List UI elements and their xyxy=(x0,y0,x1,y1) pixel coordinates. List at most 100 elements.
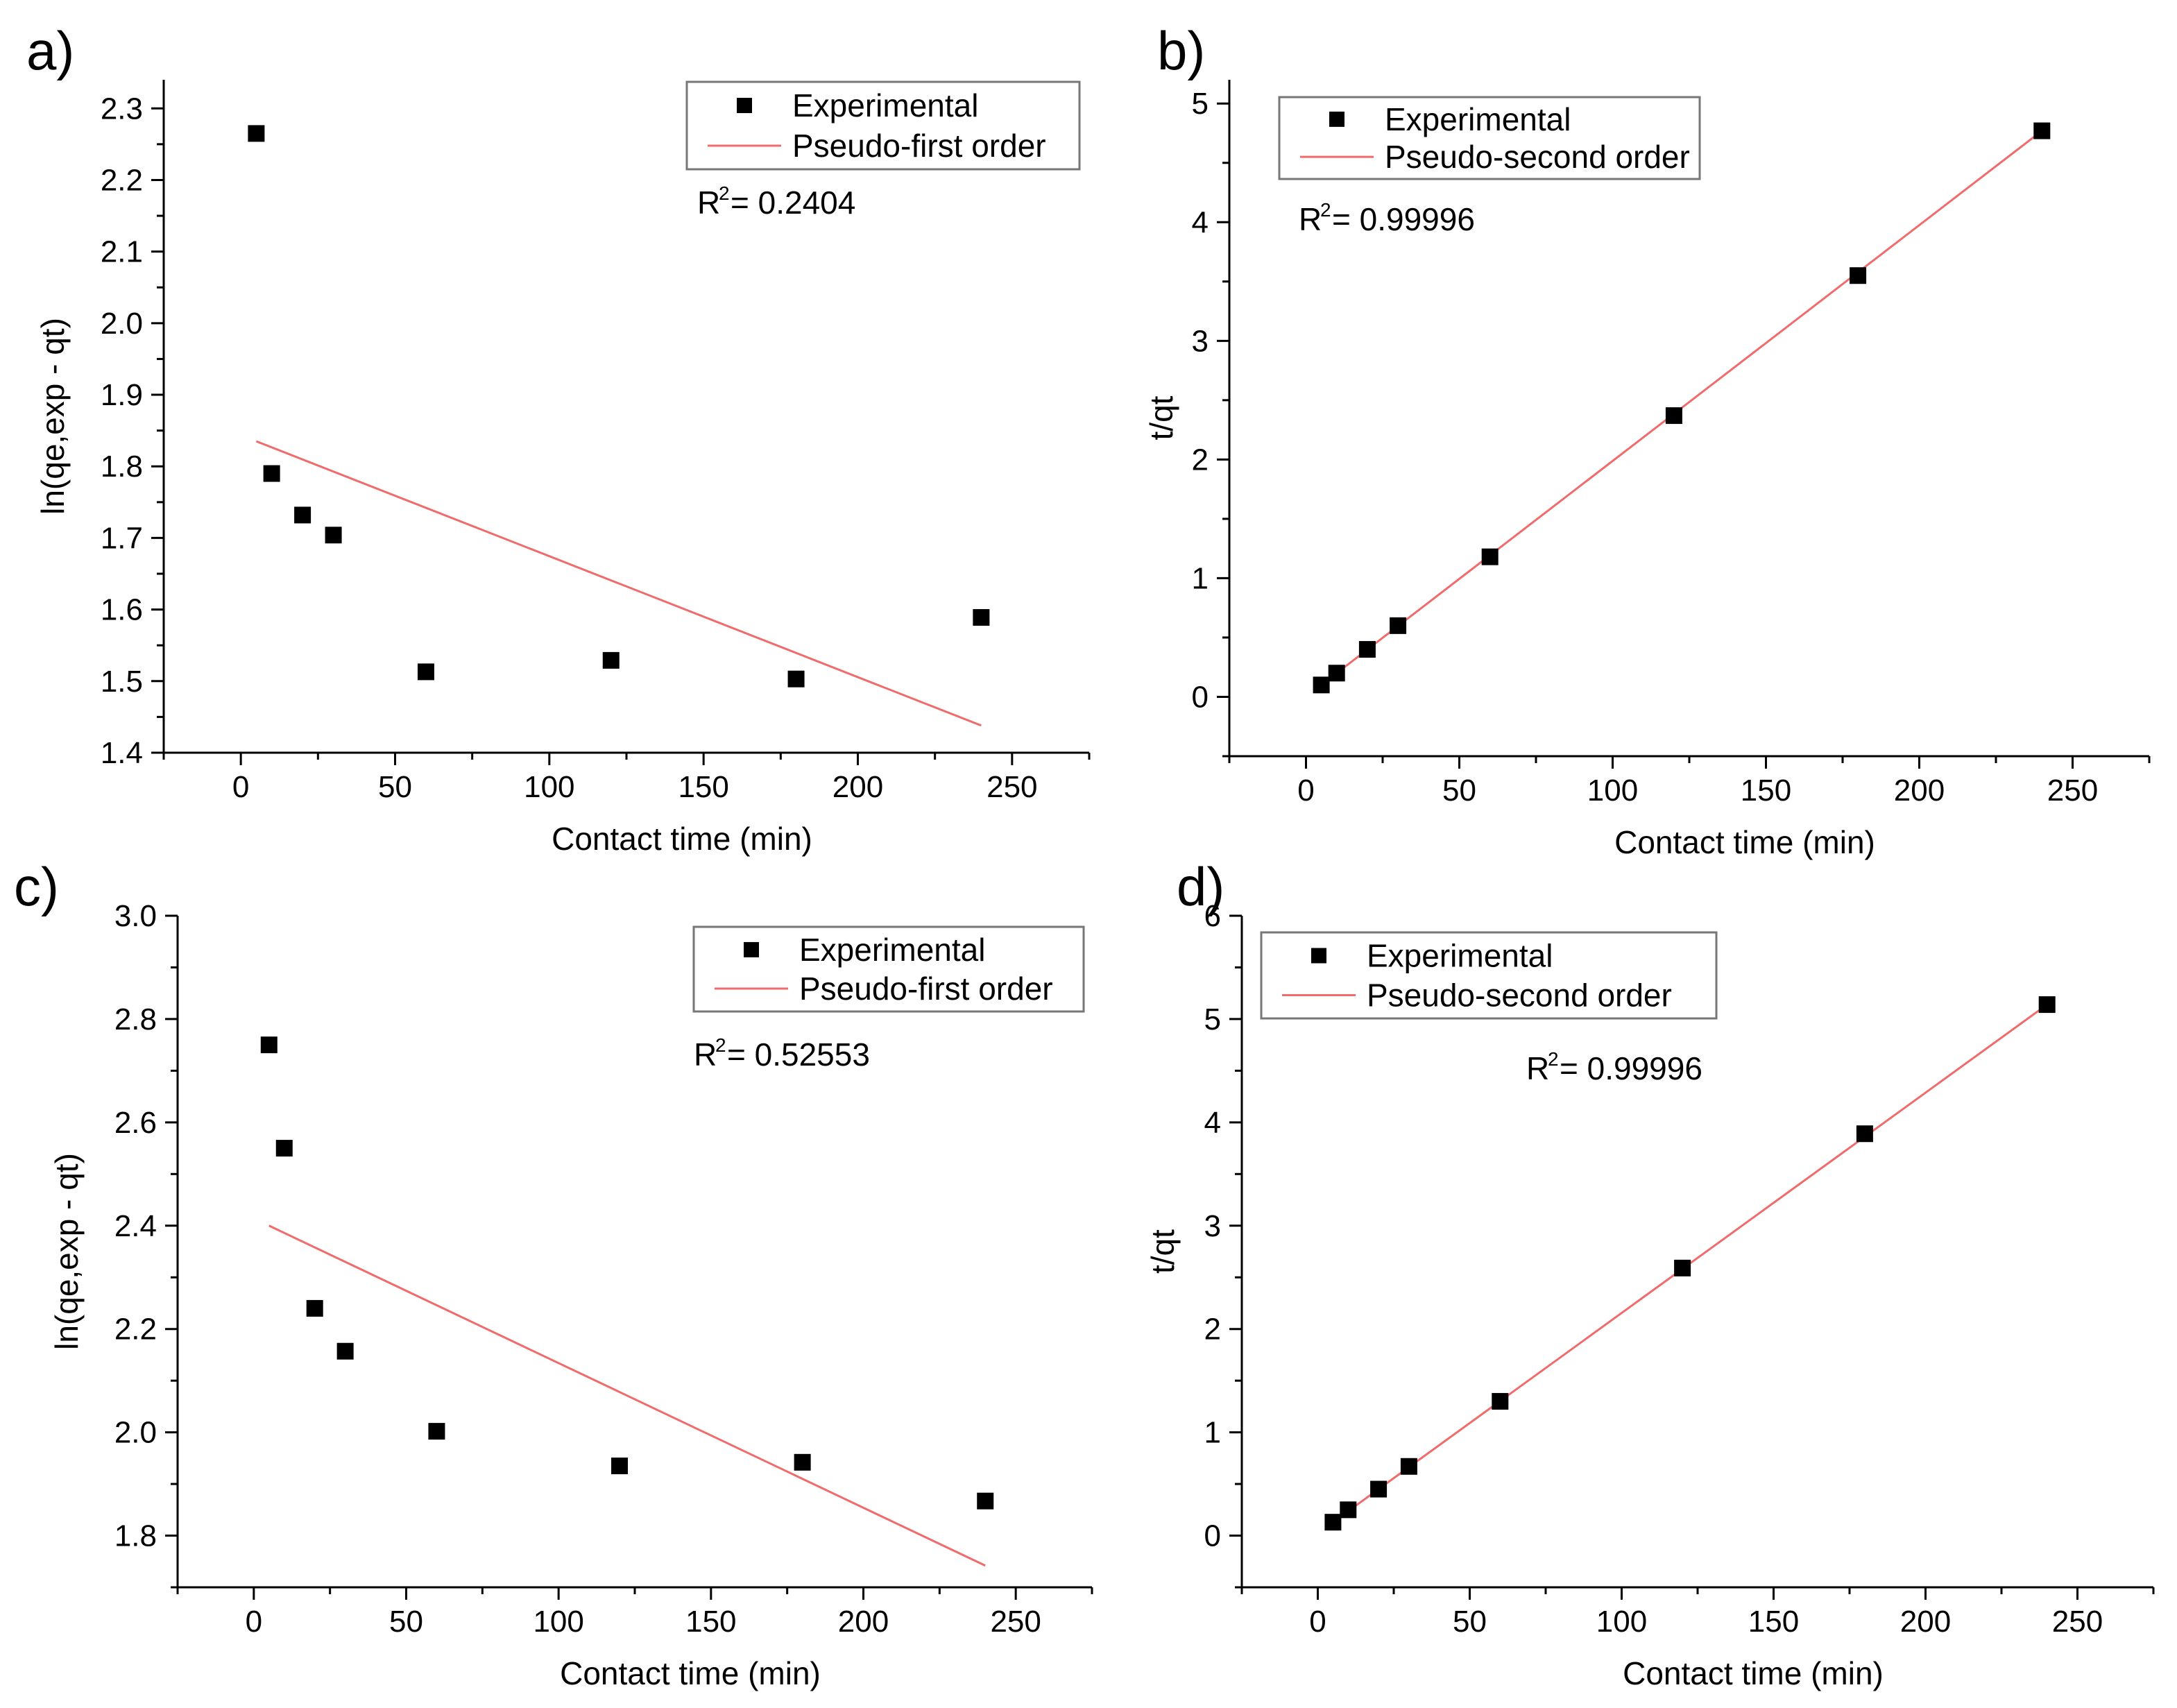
y-tick-label-a: 1.4 xyxy=(101,736,143,770)
data-point-b xyxy=(1665,407,1682,425)
panel-label-a: a) xyxy=(26,20,74,81)
y-tick-label-b: 2 xyxy=(1192,443,1209,477)
legend-label-fit-a: Pseudo-first order xyxy=(792,128,1046,164)
legend-label-experimental-d: Experimental xyxy=(1367,937,1553,973)
y-tick-label-a: 2.1 xyxy=(101,235,143,269)
data-point-d xyxy=(1324,1514,1342,1531)
y-tick-label-d: 5 xyxy=(1204,1002,1221,1036)
panel-label-d: d) xyxy=(1177,856,1224,917)
y-tick-label-a: 1.8 xyxy=(101,450,143,484)
legend-marker-c xyxy=(744,941,759,957)
x-tick-label-d: 0 xyxy=(1309,1605,1326,1639)
data-point-b xyxy=(1313,676,1330,694)
legend-c xyxy=(692,925,1085,1013)
data-point-a xyxy=(294,506,311,524)
data-point-a xyxy=(263,465,280,482)
y-axis-label-d: t/qt xyxy=(1145,1229,1181,1274)
y-tick-label-b: 3 xyxy=(1192,324,1209,358)
data-point-a xyxy=(602,651,620,669)
legend-label-experimental-c: Experimental xyxy=(799,932,985,968)
x-tick-label-a: 200 xyxy=(833,770,883,804)
r-squared-annotation-c: R2 = 0.52553 xyxy=(694,1034,870,1073)
y-tick-label-d: 2 xyxy=(1204,1313,1221,1347)
r-squared-annotation-b: R2 = 0.99996 xyxy=(1299,199,1475,237)
y-tick-label-c: 3.0 xyxy=(114,899,157,933)
data-point-a xyxy=(248,125,265,142)
x-tick-label-b: 200 xyxy=(1894,774,1945,808)
y-tick-label-a: 2.0 xyxy=(101,307,143,341)
x-tick-label-c: 100 xyxy=(533,1605,583,1639)
y-tick-label-b: 1 xyxy=(1192,561,1209,595)
y-tick-label-c: 2.2 xyxy=(114,1313,157,1347)
x-tick-label-a: 0 xyxy=(232,770,249,804)
r-squared-superscript-b: 2 xyxy=(1320,199,1331,221)
r-squared-symbol-a: R xyxy=(697,185,720,221)
y-tick-label-a: 2.3 xyxy=(101,92,143,126)
x-tick-label-d: 250 xyxy=(2052,1605,2103,1639)
data-point-b xyxy=(1481,548,1499,565)
panel-label-c: c) xyxy=(14,856,59,917)
legend-label-fit-c: Pseudo-first order xyxy=(799,971,1053,1007)
legend-marker-b xyxy=(1329,111,1344,127)
r-squared-value-b: = 0.99996 xyxy=(1332,201,1475,237)
data-point-b xyxy=(1358,641,1376,658)
y-tick-label-c: 2.0 xyxy=(114,1416,157,1450)
x-tick-label-b: 150 xyxy=(1741,774,1791,808)
data-point-c xyxy=(275,1140,293,1157)
y-axis-label-a: ln(qe,exp - qt) xyxy=(35,318,71,515)
x-tick-label-d: 100 xyxy=(1596,1605,1647,1639)
y-tick-label-a: 1.7 xyxy=(101,521,143,555)
x-tick-label-a: 150 xyxy=(678,770,728,804)
chart-panel-a: a) 0 50 100 150 200 250 1.4 1.5 1.6 1.7 1.8 1.9 2.0 2.… xyxy=(26,20,1091,857)
data-point-d xyxy=(1340,1501,1357,1519)
data-point-d xyxy=(1370,1480,1388,1498)
r-squared-symbol-d: R xyxy=(1526,1050,1549,1086)
legend-a xyxy=(685,80,1081,171)
x-tick-label-a: 100 xyxy=(524,770,574,804)
y-tick-label-a: 2.2 xyxy=(101,163,143,197)
x-tick-label-c: 200 xyxy=(838,1605,889,1639)
data-point-c xyxy=(611,1458,629,1475)
r-squared-symbol-c: R xyxy=(694,1036,717,1073)
x-axis-label-c: Contact time (min) xyxy=(560,1655,821,1691)
data-point-c xyxy=(306,1299,323,1317)
y-tick-label-d: 3 xyxy=(1204,1209,1221,1243)
x-tick-label-b: 100 xyxy=(1587,774,1638,808)
fit-line-a xyxy=(255,440,982,727)
legend-label-fit-d: Pseudo-second order xyxy=(1367,977,1672,1014)
x-axis-label-a: Contact time (min) xyxy=(552,821,812,857)
y-tick-label-b: 0 xyxy=(1192,680,1209,714)
x-tick-label-d: 150 xyxy=(1748,1605,1799,1639)
data-point-c xyxy=(428,1423,445,1440)
panel-label-b: b) xyxy=(1157,20,1205,81)
data-point-d xyxy=(2038,996,2056,1014)
y-tick-label-c: 1.8 xyxy=(114,1519,157,1553)
legend-label-fit-b: Pseudo-second order xyxy=(1385,139,1690,175)
data-point-a xyxy=(973,608,990,626)
data-point-c xyxy=(794,1453,811,1471)
x-tick-label-a: 50 xyxy=(378,770,412,804)
y-tick-label-a: 1.5 xyxy=(101,665,143,699)
y-axis-label-c: ln(qe,exp - qt) xyxy=(49,1153,85,1350)
y-tick-label-d: 4 xyxy=(1204,1106,1221,1140)
data-point-a xyxy=(787,670,805,688)
y-tick-label-b: 5 xyxy=(1192,87,1209,121)
r-squared-value-c: = 0.52553 xyxy=(727,1036,870,1073)
fit-line-c xyxy=(268,1224,986,1567)
r-squared-superscript-c: 2 xyxy=(715,1034,726,1056)
y-tick-label-d: 6 xyxy=(1204,899,1221,933)
y-tick-label-b: 4 xyxy=(1192,205,1209,239)
data-point-d xyxy=(1400,1458,1417,1475)
data-point-b xyxy=(2033,122,2051,139)
legend-marker-d xyxy=(1311,948,1326,964)
legend-label-experimental-a: Experimental xyxy=(792,87,978,123)
data-point-a xyxy=(417,663,434,681)
y-tick-label-c: 2.4 xyxy=(114,1209,157,1243)
x-tick-label-b: 0 xyxy=(1297,774,1314,808)
data-point-b xyxy=(1328,665,1345,682)
y-tick-label-d: 0 xyxy=(1204,1519,1221,1553)
r-squared-symbol-b: R xyxy=(1299,201,1322,237)
data-point-d xyxy=(1492,1392,1509,1410)
y-axis-label-b: t/qt xyxy=(1143,395,1179,440)
